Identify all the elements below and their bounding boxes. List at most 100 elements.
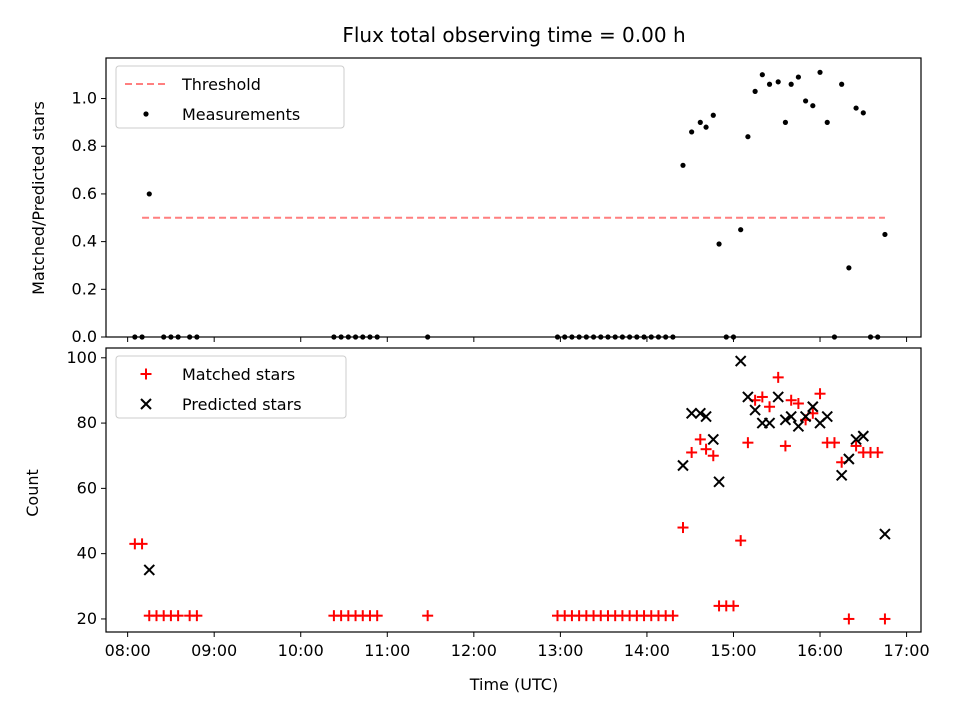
measurement-point [803,98,809,104]
predicted-star-marker [707,433,719,446]
matched-star-marker [686,446,698,458]
x-tick-label: 11:00 [364,641,410,660]
legend: Threshold Measurements [115,65,345,129]
bottom-panel: 20 40 60 80 100 08:00 09:00 10:00 11:00 12:00 13:0… [66,347,930,660]
legend-label: Matched stars [182,365,295,384]
predicted-star-marker [792,420,805,433]
predicted-star-marker [835,469,848,482]
measurement-point [710,112,716,118]
measurement-point [738,227,744,233]
predicted-star-marker [749,404,761,416]
matched-star-marker [872,446,884,458]
measurement-point [824,119,830,125]
measurement-point [716,241,722,247]
predicted-star-marker [763,417,776,429]
matched-star-marker [785,394,797,406]
measurement-point [680,162,686,168]
axes-frame [105,347,922,633]
matched-star-marker [772,371,784,383]
predicted-star-marker [850,433,862,446]
predicted-star-marker [742,391,754,403]
matched-star-marker [843,613,855,625]
measurement-point [697,119,703,125]
legend-box [115,355,347,419]
predicted-star-marker [879,528,891,540]
y-tick-label: 80 [77,413,97,432]
matched-star-marker [422,610,434,622]
y-tick-label: 0.2 [72,279,97,298]
matched-star-marker [667,610,679,622]
y-tick-label: 20 [77,609,97,628]
measurement-point [146,191,152,197]
y-tick-label: 1.0 [72,89,97,108]
matched-star-marker [707,450,719,462]
measurement-point [795,74,801,80]
y-tick-label: 60 [77,478,97,497]
measurement-point [759,72,765,78]
y-tick-label: 0.6 [72,184,97,203]
x-tick-label: 08:00 [105,641,151,660]
predicted-star-marker [685,407,698,419]
predicted-star-marker [734,355,747,367]
x-tick-label: 13:00 [537,641,583,660]
axes-frame [105,57,922,338]
matched-star-marker [694,433,706,445]
matched-star-marker [850,440,862,452]
matched-star-marker [814,388,826,400]
predicted-star-marker [779,414,792,426]
matched-star-marker [371,610,383,622]
y-tick-label: 100 [66,348,97,367]
x-tick-label: 15:00 [710,641,756,660]
matched-star-marker [172,610,184,622]
predicted-star-marker [713,476,725,488]
measurement-point [853,105,859,111]
measurement-point [882,231,888,238]
matched-star-marker [735,535,747,547]
predicted-star-marker [700,410,712,423]
x-axis-label: Time (UTC) [469,675,558,694]
x-tick-label: 10:00 [278,641,324,660]
predicted-star-marker [772,391,784,403]
measurement-point [817,69,823,75]
y-tick-label: 40 [77,544,97,563]
x-tick-label: 12:00 [451,641,497,660]
predicted-star-marker [821,410,833,423]
top-y-axis-label: Matched/Predicted stars [29,101,48,295]
x-tick-label: 16:00 [797,641,843,660]
matched-star-marker [136,538,148,550]
predicted-star-marker [843,453,855,465]
measurement-point [775,79,781,85]
bottom-y-axis-label: Count [23,469,42,517]
matched-star-marker [879,613,891,625]
measurement-point [745,134,751,140]
legend-swatch-predicted [140,398,152,410]
measurement-point [860,110,866,116]
matched-star-marker [764,401,776,413]
legend-swatch-measurements [143,111,149,117]
matched-star-marker [828,437,840,449]
predicted-star-marker [143,564,155,576]
matched-star-marker [700,443,712,455]
legend-box [115,65,345,129]
x-tick-label: 17:00 [884,641,930,660]
predicted-star-marker [694,407,707,419]
y-tick-label: 0.8 [72,136,97,155]
legend: Matched stars Predicted stars [115,355,347,419]
x-tick-label: 14:00 [624,641,670,660]
chart-title: Flux total observing time = 0.00 h [342,23,685,47]
predicted-star-marker [857,430,870,442]
measurement-point [788,81,794,87]
y-tick-label: 0.4 [72,232,97,251]
matched-star-marker [677,522,689,534]
top-panel: 0.0 0.2 0.4 0.6 0.8 1.0 Threshold Measurements [72,57,922,346]
matched-star-marker [191,610,203,622]
matched-star-marker [792,397,804,409]
measurement-point [846,265,852,271]
predicted-star-marker [807,401,819,413]
measurement-point [766,81,773,87]
legend-label: Predicted stars [182,395,302,414]
measurement-point [689,129,695,135]
measurement-point [782,119,789,125]
legend-swatch-matched [140,368,152,380]
